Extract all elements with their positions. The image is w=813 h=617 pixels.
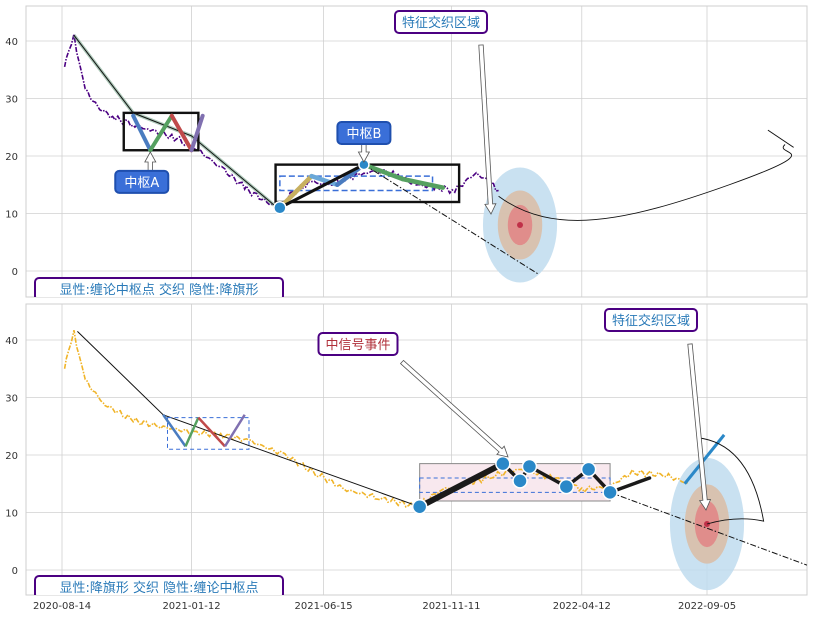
bottom-zigzag-seg-2 [197,416,226,448]
bottom-zigzag-seg-0 [162,414,187,448]
label-feature-zone-top: 特征交织区域 [394,10,488,34]
bottom-point-4 [558,478,575,495]
label-pivot-a-text: 中枢A [124,176,159,191]
ytick-label-2: 20 [5,152,18,163]
label-feature-zone-bottom-text: 特征交织区域 [612,313,690,329]
label-pivot-b-box [336,121,392,145]
top-zigzag-seg-0 [131,113,153,153]
label-footer-bottom: 显性:降旗形 交织 隐性:缠论中枢点 [34,575,284,596]
label-signal-event: 中信号事件 [317,332,399,356]
xtick-label-2: 2021-06-15 [295,601,353,612]
bottom-arrow-feature [687,343,712,511]
top-pivot-b-seg-0 [277,173,314,210]
bottom-zigzag-box [166,417,250,450]
bottom-point-2 [512,473,528,489]
label-signal-event-box [317,332,399,356]
ytick-label-0: 0 [12,267,18,278]
label-signal-event-text: 中信号事件 [325,338,390,353]
ytick-label-4: 40 [5,37,18,48]
bottom-point-6 [602,484,618,501]
top-zigzag-seg-3 [189,113,205,153]
label-footer-top-box [34,277,284,297]
xtick-label-5: 2022-09-05 [678,601,736,612]
xtick-label-4: 2022-04-12 [553,601,611,612]
label-pivot-a: 中枢A [114,169,170,194]
label-pivot-b-text: 中枢B [346,127,381,142]
label-feature-zone-bottom-box [604,308,698,332]
bottom-point-1 [495,455,511,472]
bottom-point-5 [580,461,597,478]
xtick-label-1: 2021-01-12 [162,601,220,612]
bottom-point-0 [411,499,428,515]
ytick-label-4: 40 [5,336,18,347]
top-pivot-box-2 [279,175,434,192]
label-feature-zone-top-text: 特征交织区域 [402,15,480,31]
top-arrow-feature [478,44,497,215]
label-footer-top: 显性:缠论中枢点 交织 隐性:降旗形 [34,277,284,298]
top-pivot-b-seg-4 [400,176,446,190]
bottom-price-line [63,330,690,510]
top-pivot-b-seg-1 [309,173,340,187]
label-pivot-b: 中枢B [336,121,392,145]
top-flag-up-line [279,163,365,210]
top-target-ellipse-center [517,222,524,228]
top-zigzag-seg-2 [169,113,194,153]
label-feature-zone-bottom: 特征交织区域 [604,308,698,332]
plot-area [25,5,808,298]
ytick-label-3: 30 [5,394,18,405]
label-footer-bottom-text: 显性:降旗形 交织 隐性:缠论中枢点 [59,580,258,596]
bottom-arrow-signal [399,359,509,458]
bottom-zigzag-seg-1 [184,417,200,447]
top-projection-curve [498,144,793,221]
top-pivot-point-start [273,201,287,215]
label-footer-top-text: 显性:缠论中枢点 交织 隐性:降旗形 [59,282,258,298]
top-zigzag-seg-1 [148,113,174,153]
label-feature-zone-top-box [394,10,488,34]
ytick-label-0: 0 [12,566,18,577]
ytick-label-3: 30 [5,95,18,106]
bottom-pivot-seg-0 [416,460,506,510]
label-footer-bottom-box [34,575,284,595]
bottom-zigzag-seg-3 [223,414,246,448]
xtick-label-0: 2020-08-14 [33,601,91,612]
top-trend-line [73,34,278,209]
xtick-label-3: 2021-11-11 [422,601,480,612]
ytick-label-2: 20 [5,451,18,462]
top-pivot-b-seg-3 [361,162,405,182]
top-curve-end-cap [767,129,794,148]
bottom-down-line [609,491,807,566]
label-pivot-a-box [114,169,170,194]
ytick-label-1: 10 [5,210,18,221]
ytick-label-1: 10 [5,509,18,520]
panel-bottom: 0 10 20 30 40 2020-08-14 2021-01-12 2021-06-15 2… [5,303,808,612]
bottom-point-3 [521,458,538,475]
bottom-projection-curve [697,437,765,525]
